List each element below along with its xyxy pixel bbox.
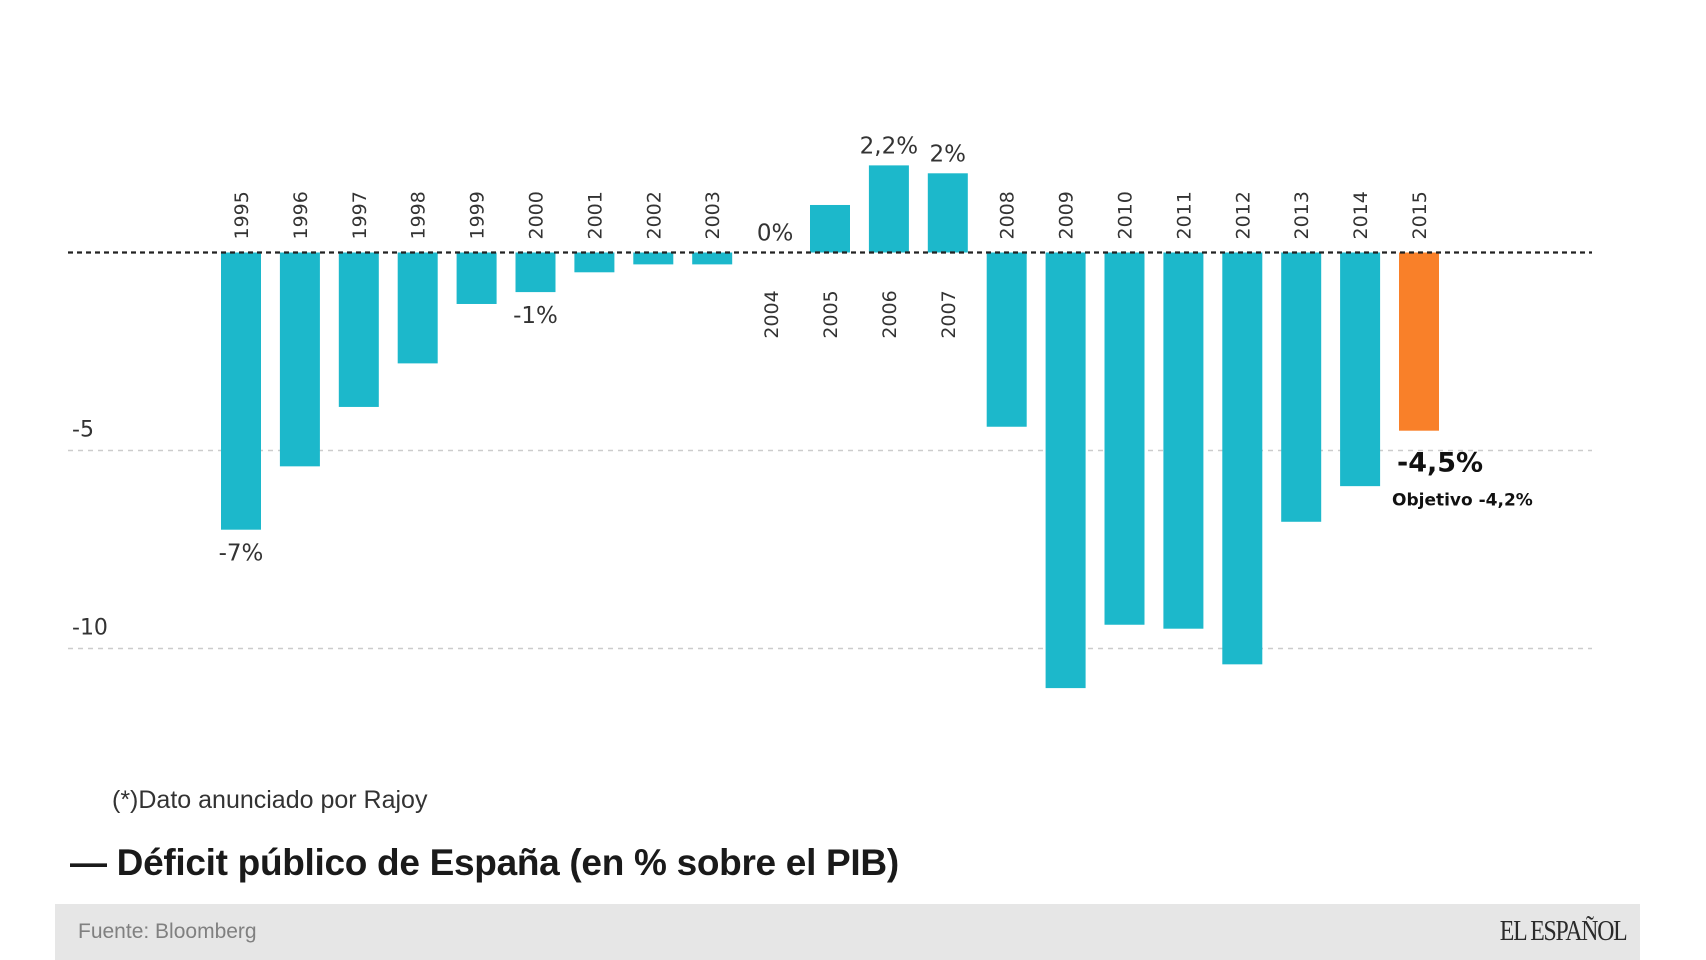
bar-1998 <box>397 252 438 364</box>
target-annotation: Objetivo -4,2% <box>1392 491 1533 511</box>
bars <box>221 165 1439 689</box>
source-label: Fuente: Bloomberg <box>78 920 257 943</box>
labels: -5 -10 1995 1996 1997 1998 1999 2000 2001 2002 200… <box>72 133 1533 640</box>
bar-2013 <box>1281 252 1322 522</box>
x-tick-label: 1995 <box>231 191 253 239</box>
bar-2010 <box>1104 252 1145 625</box>
x-tick-label: 2002 <box>643 191 665 239</box>
bar-1996 <box>279 252 320 467</box>
x-tick-label: 2008 <box>997 191 1019 239</box>
x-tick-label: 2010 <box>1115 191 1137 239</box>
bar-2006 <box>868 165 909 253</box>
data-label-2007: 2% <box>930 141 967 167</box>
x-tick-label: 2012 <box>1232 191 1254 239</box>
footer-bar: Fuente: Bloomberg EL ESPAÑOL <box>55 904 1640 960</box>
y-tick-label: -5 <box>72 418 94 443</box>
bar-2012 <box>1222 252 1263 665</box>
bar-2002 <box>633 252 674 265</box>
x-tick-label: 1996 <box>290 191 312 239</box>
x-tick-label: 1997 <box>349 191 371 239</box>
bar-2011 <box>1163 252 1204 629</box>
bar-2007 <box>927 173 968 253</box>
data-label-2004: 0% <box>757 221 794 247</box>
x-tick-label: 2004 <box>761 290 783 338</box>
brand-logo: EL ESPAÑOL <box>1499 915 1627 947</box>
bar-2005 <box>810 204 850 253</box>
footnote: (*)Dato anunciado por Rajoy <box>112 786 428 814</box>
y-tick-label: -10 <box>72 616 108 641</box>
x-tick-label: 1999 <box>467 191 489 239</box>
x-tick-label: 2009 <box>1056 191 1078 239</box>
bar-2015 <box>1399 252 1439 431</box>
x-tick-label: 2006 <box>879 290 901 338</box>
bar-1999 <box>456 252 497 304</box>
bar-2001 <box>574 252 615 273</box>
bar-2009 <box>1045 252 1086 689</box>
bar-2000 <box>515 252 556 293</box>
grid-lines <box>68 449 1592 650</box>
data-label-2015: -4,5% <box>1397 448 1483 479</box>
data-label-1995: -7% <box>219 541 264 567</box>
x-tick-label: 2007 <box>938 290 960 338</box>
x-tick-label: 2011 <box>1173 191 1195 239</box>
bar-2003 <box>692 252 733 265</box>
x-tick-label: 1998 <box>408 191 430 239</box>
x-tick-label: 2015 <box>1409 191 1431 239</box>
bar-1997 <box>338 252 379 407</box>
data-label-2000: -1% <box>513 303 558 329</box>
x-tick-label: 2001 <box>584 191 606 239</box>
bar-2008 <box>986 252 1027 427</box>
bar-1995 <box>221 252 261 530</box>
bar-chart: -5 -10 1995 1996 1997 1998 1999 2000 2001 2002 200… <box>68 133 1592 689</box>
data-label-2006: 2,2% <box>860 133 918 159</box>
x-tick-label: 2003 <box>702 191 724 239</box>
chart-title: — Déficit público de España (en % sobre … <box>70 842 899 883</box>
x-tick-label: 2000 <box>526 191 548 239</box>
x-tick-label: 2013 <box>1291 191 1313 239</box>
x-tick-label: 2005 <box>820 290 842 338</box>
bar-2014 <box>1340 252 1381 487</box>
x-tick-label: 2014 <box>1350 191 1372 239</box>
